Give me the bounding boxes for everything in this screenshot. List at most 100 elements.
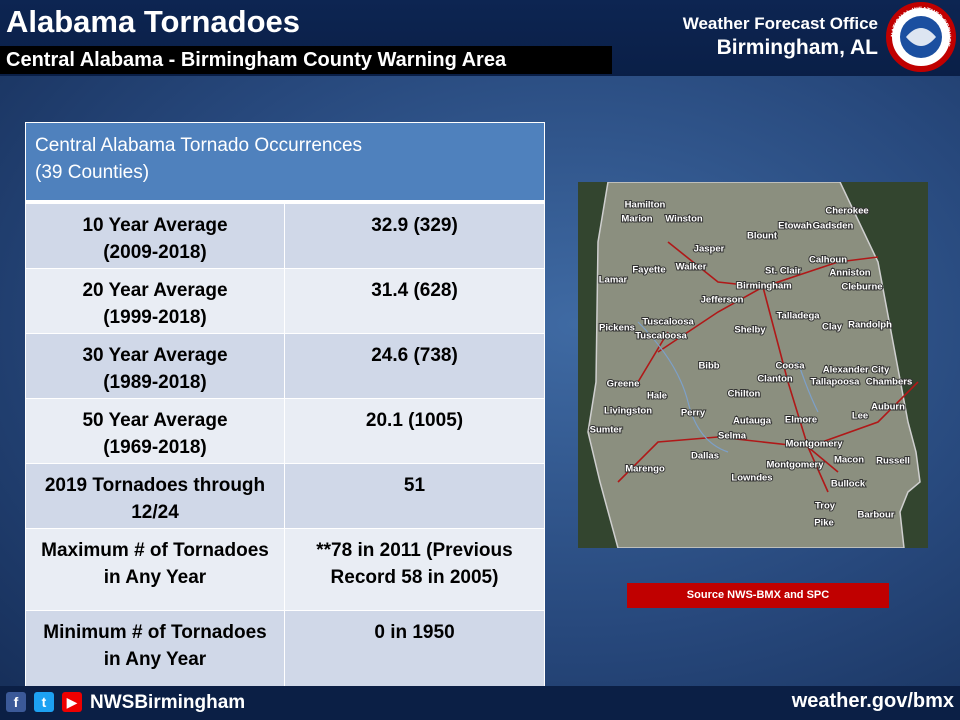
cell-line: 2019 Tornadoes through (44, 475, 266, 496)
map-label: Pickens (599, 323, 635, 334)
subtitle: Central Alabama - Birmingham County Warn… (0, 46, 612, 74)
map-label: Chambers (866, 377, 912, 388)
map-label: Talladega (776, 311, 820, 322)
map-label: Montgomery (786, 439, 844, 450)
cell-line: in Any Year (103, 567, 207, 588)
footer-bar (0, 686, 960, 720)
map-label: Jasper (694, 244, 725, 255)
cell-line: 30 Year Average (82, 345, 228, 366)
table-row: 10 Year Average (2009-2018) 32.9 (329) (26, 203, 544, 268)
cell-line: 12/24 (131, 502, 179, 523)
map-label: Troy (815, 501, 836, 512)
map-label: Elmore (785, 415, 817, 426)
table-cell: 2019 Tornadoes through 12/24 (26, 464, 285, 528)
map-label: Jefferson (701, 295, 744, 306)
table-header: Central Alabama Tornado Occurrences (39 … (26, 123, 544, 203)
cell-line: 20 Year Average (82, 280, 228, 301)
map-label: Blount (747, 231, 778, 242)
map-label: Tuscaloosa (635, 331, 687, 342)
table-cell: 24.6 (738) (285, 334, 544, 398)
table-row: Maximum # of Tornadoes in Any Year **78 in… (26, 528, 544, 610)
cell-line: 51 (403, 475, 426, 496)
map-label: Marengo (625, 464, 665, 475)
website-url[interactable]: weather.gov/bmx (791, 690, 954, 712)
map-label: Tallapoosa (811, 377, 861, 388)
table-header-line: (39 Counties) (35, 162, 150, 183)
map-label: Fayette (632, 265, 665, 276)
cell-line: (1969-2018) (103, 437, 207, 458)
map-label: Chilton (728, 389, 761, 400)
map-label: Clay (822, 322, 843, 333)
map-label: Clanton (757, 374, 793, 385)
map-label: Anniston (829, 268, 870, 279)
table-cell: Maximum # of Tornadoes in Any Year (26, 529, 285, 610)
map-label: Lowndes (731, 473, 772, 484)
table-body: 10 Year Average (2009-2018) 32.9 (329) 20 Y… (26, 203, 544, 692)
map-label: Hale (647, 391, 667, 402)
social-handle: NWSBirmingham (90, 692, 246, 713)
table-row: 20 Year Average (1999-2018) 31.4 (628) (26, 268, 544, 333)
map-label: Calhoun (809, 255, 847, 266)
map-label: Walker (676, 262, 707, 273)
cell-line: (2009-2018) (103, 242, 207, 263)
map-label: Montgomery (767, 460, 825, 471)
table-cell: 20.1 (1005) (285, 399, 544, 463)
nws-logo: NATIONAL WEATHER SERVICE (886, 2, 956, 72)
table-cell: 20 Year Average (1999-2018) (26, 269, 285, 333)
location: Birmingham, AL (716, 36, 878, 59)
map-label: Marion (621, 214, 652, 225)
cell-line: 31.4 (628) (371, 280, 458, 301)
map-label: Shelby (734, 325, 766, 336)
table-row: Minimum # of Tornadoes in Any Year 0 in 19… (26, 610, 544, 692)
map-label: Lamar (599, 275, 628, 286)
map-label: Pike (814, 518, 834, 529)
cell-line: (1999-2018) (103, 307, 207, 328)
table-row: 2019 Tornadoes through 12/24 51 (26, 463, 544, 528)
cell-line: Record 58 in 2005) (330, 567, 499, 588)
youtube-icon[interactable]: ▶ (62, 692, 82, 712)
map-label: Auburn (871, 402, 905, 413)
map-label: Macon (834, 455, 864, 466)
map-label: Etowah (778, 221, 812, 232)
table-row: 30 Year Average (1989-2018) 24.6 (738) (26, 333, 544, 398)
table-cell: 32.9 (329) (285, 204, 544, 268)
map-source: Source NWS-BMX and SPC (627, 583, 889, 608)
map-label: St. Clair (765, 266, 801, 277)
map-label: Dallas (691, 451, 719, 462)
map-label: Greene (607, 379, 640, 390)
map-label: Cleburne (841, 282, 882, 293)
map-label: Alexander City (823, 365, 890, 376)
map-label: Coosa (775, 361, 805, 372)
map-label: Autauga (733, 416, 772, 427)
cell-line: 32.9 (329) (371, 215, 458, 236)
table-cell: **78 in 2011 (Previous Record 58 in 2005) (285, 529, 544, 610)
cell-line: 0 in 1950 (374, 622, 455, 643)
map-label: Gadsden (813, 221, 854, 232)
table-cell: 50 Year Average (1969-2018) (26, 399, 285, 463)
map-labels: Hamilton Marion Winston Cherokee Etowah Gadsd… (589, 199, 914, 530)
table-header-line: Central Alabama Tornado Occurrences (35, 135, 363, 156)
cell-line: Minimum # of Tornadoes (43, 622, 267, 643)
cell-line: (1989-2018) (103, 372, 207, 393)
twitter-icon[interactable]: t (34, 692, 54, 712)
map-label: Cherokee (825, 206, 868, 217)
map-label: Livingston (604, 406, 652, 417)
office: Weather Forecast Office (682, 14, 878, 33)
table-cell: 0 in 1950 (285, 611, 544, 692)
map-label: Lee (852, 411, 868, 422)
map-label: Perry (681, 408, 706, 419)
map-label: Hamilton (625, 200, 666, 211)
table-cell: 30 Year Average (1989-2018) (26, 334, 285, 398)
map-label: Barbour (858, 510, 895, 521)
table-cell: 31.4 (628) (285, 269, 544, 333)
map: Hamilton Marion Winston Cherokee Etowah Gadsd… (578, 182, 928, 548)
cell-line: 50 Year Average (82, 410, 228, 431)
table-row: 50 Year Average (1969-2018) 20.1 (1005) (26, 398, 544, 463)
facebook-icon[interactable]: f (6, 692, 26, 712)
cell-line: Maximum # of Tornadoes (41, 540, 269, 561)
map-label: Birmingham (736, 281, 791, 292)
map-label: Bibb (698, 361, 719, 372)
map-label: Tuscaloosa (642, 317, 694, 328)
cell-line: **78 in 2011 (Previous (316, 540, 513, 561)
